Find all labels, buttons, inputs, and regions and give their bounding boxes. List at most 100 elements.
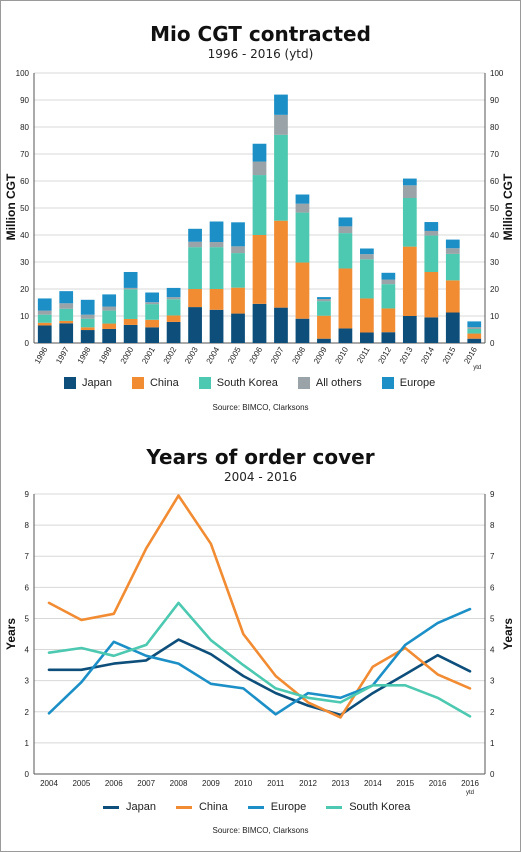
- bar-chart-y-axis-label-right: Million CGT: [501, 173, 515, 240]
- bar-x-tick-label: 2015: [441, 345, 458, 365]
- bar-x-tick-label: 2011: [355, 345, 372, 365]
- bar-segment-europe-2013: [402, 178, 417, 186]
- bar-segment-europe-2006: [252, 143, 267, 162]
- bar-segment-europe-2010: [338, 217, 353, 227]
- legend-swatch: [198, 377, 211, 389]
- bar-segment-japan-2006: [252, 303, 267, 343]
- bar-segment-japan-2007: [274, 307, 288, 343]
- bar-segment-south-korea-2014: [424, 235, 439, 272]
- bar-segment-all-others-1997: [59, 303, 74, 309]
- legend-swatch: [297, 377, 310, 389]
- bar-segment-south-korea-2015: [445, 253, 460, 281]
- bar-y-tick-label: 60: [20, 177, 29, 186]
- bar-segment-all-others-2010: [338, 226, 353, 234]
- bar-segment-china-2004: [209, 289, 224, 310]
- bar-segment-china-2001: [145, 319, 159, 328]
- bar-y-tick-label: 10: [20, 312, 29, 321]
- bar-segment-all-others-2008: [295, 203, 310, 213]
- bar-segment-china-2016: [467, 333, 482, 339]
- bar-segment-china-2012: [381, 308, 396, 333]
- bar-segment-china-1998: [80, 327, 95, 331]
- bar-segment-all-others-1998: [80, 314, 95, 319]
- bar-segment-all-others-2011: [360, 254, 374, 260]
- bar-segment-japan-1997: [59, 323, 74, 343]
- bar-segment-south-korea-1997: [59, 308, 74, 321]
- bar-x-tick-label: 2013: [398, 345, 415, 365]
- bar-segment-europe-2004: [209, 221, 224, 243]
- bar-x-tick-label: 1997: [54, 345, 71, 365]
- bar-y-tick-label-right: 70: [490, 150, 499, 159]
- bar-chart-title: Mio CGT contracted: [150, 22, 371, 46]
- bar-y-tick-label-right: 20: [490, 285, 499, 294]
- bar-y-tick-label-right: 100: [490, 69, 504, 78]
- bar-segment-all-others-2002: [166, 297, 181, 300]
- bar-x-tick-label: 1996: [33, 345, 50, 365]
- bar-segment-europe-2002: [166, 287, 181, 298]
- bar-x-tick-label: 1999: [97, 345, 114, 365]
- bar-segment-china-2014: [424, 271, 439, 318]
- bar-segment-europe-2005: [231, 222, 245, 247]
- bar-segment-china-2009: [317, 315, 331, 339]
- bar-segment-japan-2008: [295, 318, 310, 343]
- bar-y-tick-label-right: 60: [490, 177, 499, 186]
- bar-segment-all-others-2006: [252, 161, 267, 176]
- legend-label: Europe: [270, 801, 307, 813]
- bar-segment-europe-1998: [80, 299, 95, 315]
- bar-segment-japan-2001: [145, 327, 159, 343]
- legend-item-japan: Japan: [103, 801, 156, 813]
- bar-x-tick-label: 2002: [162, 345, 179, 365]
- bar-x-tick-label: 2008: [290, 345, 307, 365]
- bar-segment-china-1999: [102, 323, 117, 329]
- bar-segment-all-others-2004: [209, 242, 224, 248]
- bar-segment-china-2007: [274, 220, 288, 308]
- legend-label: South Korea: [216, 377, 278, 389]
- line-chart-legend: Japan China Europe South Korea: [103, 801, 430, 813]
- bar-y-tick-label-right: 40: [490, 231, 499, 240]
- bar-segment-china-2015: [445, 280, 460, 313]
- legend-label: South Korea: [349, 801, 411, 813]
- bar-segment-japan-2005: [231, 313, 245, 343]
- bar-segment-south-korea-1999: [102, 310, 117, 324]
- bar-x-tick-label: 2001: [140, 345, 157, 365]
- bar-segment-south-korea-2009: [317, 301, 331, 316]
- bar-y-tick-label: 50: [20, 204, 29, 213]
- bar-segment-japan-2015: [445, 312, 460, 343]
- bar-y-tick-label: 0: [25, 339, 30, 348]
- bar-segment-all-others-2000: [123, 287, 138, 290]
- bar-segment-south-korea-2010: [338, 233, 353, 269]
- bar-x-tick-label: 2010: [333, 345, 350, 365]
- legend-line-swatch: [247, 805, 264, 809]
- bar-segment-south-korea-2000: [123, 289, 138, 319]
- bar-segment-china-1997: [59, 320, 74, 324]
- bar-x-tick-label: 2012: [376, 345, 393, 365]
- bar-segment-europe-2012: [381, 272, 396, 280]
- bar-segment-europe-2016: [467, 321, 482, 328]
- legend-item-china: China: [175, 801, 228, 813]
- bar-segment-europe-2008: [295, 194, 310, 204]
- legend-label: Japan: [126, 801, 156, 813]
- bar-segment-europe-1997: [59, 291, 74, 304]
- line-chart-title: Years of order cover: [146, 445, 375, 469]
- bar-segment-japan-2010: [338, 328, 353, 343]
- legend-item-japan: Japan: [64, 377, 112, 389]
- bar-segment-japan-1999: [102, 328, 117, 343]
- bar-segment-south-korea-2013: [402, 198, 417, 247]
- bar-segment-south-korea-2001: [145, 304, 159, 320]
- bar-segment-south-korea-2002: [166, 299, 181, 316]
- bar-segment-china-2013: [402, 246, 417, 316]
- bar-x-tick-label: 2003: [183, 345, 200, 365]
- bar-segment-china-2002: [166, 315, 181, 322]
- bar-segment-south-korea-2011: [360, 259, 374, 299]
- bar-y-tick-label: 40: [20, 231, 29, 240]
- bar-segment-all-others-2014: [424, 230, 439, 236]
- legend-label: All others: [315, 377, 362, 389]
- bar-segment-all-others-2012: [381, 279, 396, 285]
- line-chart-source: Source: BIMCO, Clarksons: [212, 826, 309, 835]
- bar-y-tick-label-right: 30: [490, 258, 499, 267]
- bar-x-tick-label: 2007: [269, 345, 286, 365]
- bar-y-tick-label: 70: [20, 150, 29, 159]
- bar-y-tick-label-right: 50: [490, 204, 499, 213]
- bar-y-tick-label-right: 80: [490, 123, 499, 132]
- bar-segment-south-korea-2008: [295, 212, 310, 263]
- legend-item-europe: Europe: [247, 801, 307, 813]
